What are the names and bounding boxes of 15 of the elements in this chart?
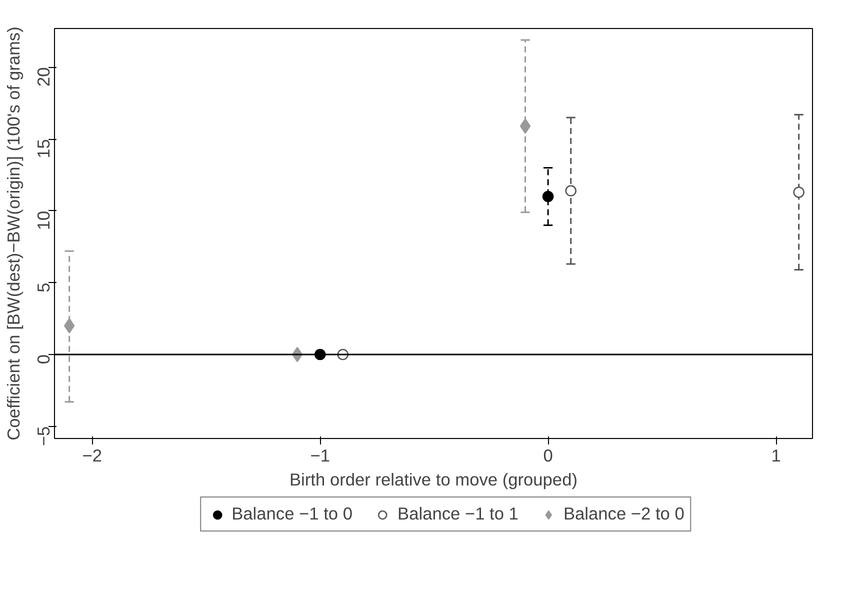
y-tick-label: 10 xyxy=(34,210,54,230)
y-tick-label: −5 xyxy=(34,426,54,446)
x-tick-label: −1 xyxy=(310,446,330,466)
y-tick-label: 15 xyxy=(34,139,54,158)
legend-label: Balance −1 to 0 xyxy=(232,504,353,524)
x-axis-title: Birth order relative to move (grouped) xyxy=(290,470,578,490)
y-tick-label: 20 xyxy=(34,67,54,87)
legend-label: Balance −2 to 0 xyxy=(563,504,684,524)
y-tick-label: 5 xyxy=(34,282,54,292)
y-tick-label: 0 xyxy=(34,354,54,364)
y-axis-title: Coefficient on [BW(dest)−BW(origin)] (100's of grams) xyxy=(4,26,24,440)
x-tick-label: 1 xyxy=(771,446,781,466)
legend-label: Balance −1 to 1 xyxy=(398,504,518,524)
x-tick-label: −2 xyxy=(82,446,102,466)
x-tick-label: 0 xyxy=(543,446,553,466)
